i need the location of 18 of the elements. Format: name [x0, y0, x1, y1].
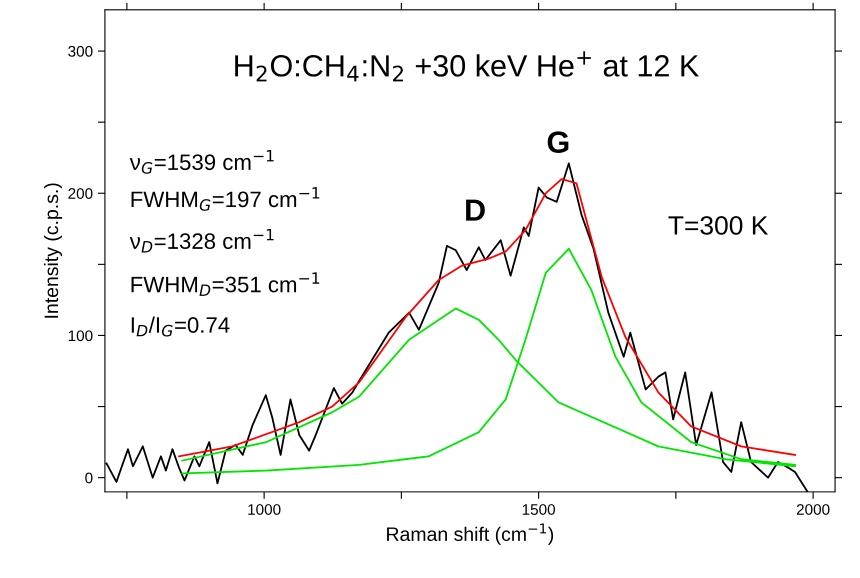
- y-tick-label: 0: [85, 472, 93, 484]
- y-tick-label: 200: [68, 188, 93, 199]
- text: H$_{2}$O:CH$_{4}$:N$_{2}$ +30 keV He$^{+}$ at 12 K: [235, 51, 699, 82]
- annotation: FWHM$_{G}$=197 cm$^{−1}$: [132, 187, 320, 211]
- y-axis-title: Intensity (c.p.s.): [44, 183, 62, 318]
- annotation: ν$_{D}$=1328 cm$^{−1}$: [130, 228, 274, 252]
- x-axis-title: Raman shift (cm$^{−1}$): [387, 523, 554, 545]
- annotation: D: [466, 200, 485, 221]
- x-tick-label: 2000: [796, 504, 830, 515]
- annotation: T=300 K: [668, 216, 768, 235]
- y-tick-label: 300: [68, 46, 93, 57]
- annotation: ν$_{G}$=1539 cm$^{−1}$: [130, 150, 274, 174]
- y-tick-label: 100: [68, 330, 93, 342]
- annotation: FWHM$_{D}$=351 cm$^{−1}$: [132, 272, 320, 296]
- annotation: G: [548, 131, 568, 154]
- x-tick-label: 1000: [248, 504, 281, 515]
- annotation: I$_{D}$/I$_{G}$=0.74: [132, 316, 230, 337]
- x-tick-label: 1500: [522, 504, 556, 515]
